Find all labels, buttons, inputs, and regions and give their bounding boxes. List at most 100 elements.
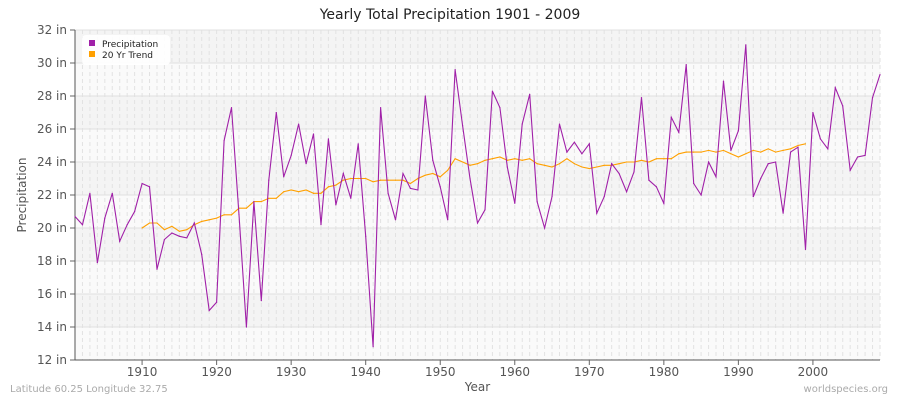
data-point	[283, 191, 285, 193]
data-point	[760, 151, 762, 153]
y-tick-label: 18 in	[37, 254, 67, 268]
data-point	[238, 214, 240, 216]
x-tick-label: 1930	[276, 365, 307, 379]
series-line-20-yr-trend	[141, 143, 806, 232]
data-point	[372, 346, 374, 348]
data-point	[789, 151, 792, 153]
y-tick-label: 30 in	[37, 56, 67, 70]
data-point	[812, 111, 814, 114]
data-point	[372, 181, 374, 183]
data-point	[469, 164, 471, 166]
data-point	[678, 153, 680, 155]
data-point	[760, 177, 762, 180]
data-point	[186, 229, 188, 231]
data-point	[104, 217, 106, 219]
y-tick-label: 32 in	[37, 23, 67, 37]
data-point	[201, 253, 203, 255]
data-point	[611, 163, 613, 165]
data-point	[439, 186, 441, 188]
data-point	[394, 179, 397, 181]
data-point	[581, 166, 583, 168]
data-point	[543, 227, 546, 229]
data-point	[663, 202, 665, 204]
data-point	[797, 144, 799, 147]
data-point	[819, 138, 821, 140]
data-point	[253, 201, 255, 203]
data-point	[663, 158, 665, 160]
data-point	[365, 177, 367, 180]
data-point	[275, 197, 277, 199]
data-point	[864, 154, 866, 156]
data-point	[439, 176, 441, 178]
data-point	[357, 143, 359, 145]
data-point	[842, 105, 844, 107]
data-point	[871, 97, 874, 99]
data-point	[327, 186, 330, 188]
data-point	[603, 196, 605, 198]
data-point	[693, 151, 695, 153]
data-point	[260, 300, 262, 302]
data-point	[342, 179, 344, 181]
data-point	[730, 149, 732, 152]
data-point	[648, 179, 650, 181]
data-point	[767, 163, 769, 165]
data-point	[201, 220, 203, 222]
data-point	[260, 201, 262, 203]
y-tick-label: 22 in	[37, 188, 67, 202]
data-point	[529, 93, 531, 95]
data-point	[290, 189, 292, 191]
data-point	[529, 158, 531, 160]
data-point	[857, 156, 859, 158]
data-point	[745, 44, 747, 46]
data-point	[268, 179, 270, 181]
data-point	[618, 172, 620, 175]
data-point	[335, 204, 337, 206]
data-point	[640, 159, 643, 161]
data-point	[678, 131, 680, 133]
data-point	[566, 151, 568, 153]
data-point	[797, 146, 799, 148]
data-point	[566, 158, 568, 160]
data-point	[551, 196, 553, 198]
data-point	[134, 210, 136, 213]
data-point	[417, 189, 419, 191]
data-point	[245, 326, 248, 328]
data-point	[514, 158, 516, 160]
data-point	[327, 138, 330, 140]
data-point	[752, 196, 754, 198]
data-point	[365, 235, 367, 237]
data-point	[141, 182, 143, 185]
chart-title: Yearly Total Precipitation 1901 - 2009	[319, 7, 581, 23]
data-point	[700, 194, 702, 196]
data-point	[722, 149, 725, 152]
data-point	[141, 227, 143, 229]
data-point	[290, 154, 292, 156]
data-point	[737, 130, 739, 132]
x-axis-label: Year	[464, 380, 490, 394]
y-axis-label: Precipitation	[15, 157, 29, 232]
data-point	[476, 163, 479, 165]
data-point	[275, 111, 277, 114]
x-tick-label: 1960	[499, 365, 530, 379]
data-point	[216, 301, 218, 303]
x-tick-label: 1920	[201, 365, 232, 379]
data-point	[148, 186, 151, 188]
data-point	[767, 148, 769, 150]
data-point	[320, 192, 322, 194]
data-point	[126, 224, 128, 226]
data-point	[268, 197, 270, 199]
data-point	[193, 222, 195, 224]
data-point	[730, 153, 732, 155]
data-point	[573, 141, 575, 143]
data-point	[305, 189, 307, 191]
data-point	[596, 166, 598, 168]
data-point	[499, 106, 501, 109]
legend-swatch	[89, 40, 95, 46]
y-tick-label: 12 in	[37, 353, 67, 367]
legend-box	[82, 35, 170, 65]
data-point	[588, 143, 590, 145]
data-point	[737, 156, 739, 158]
data-point	[581, 153, 583, 155]
data-point	[782, 149, 784, 152]
